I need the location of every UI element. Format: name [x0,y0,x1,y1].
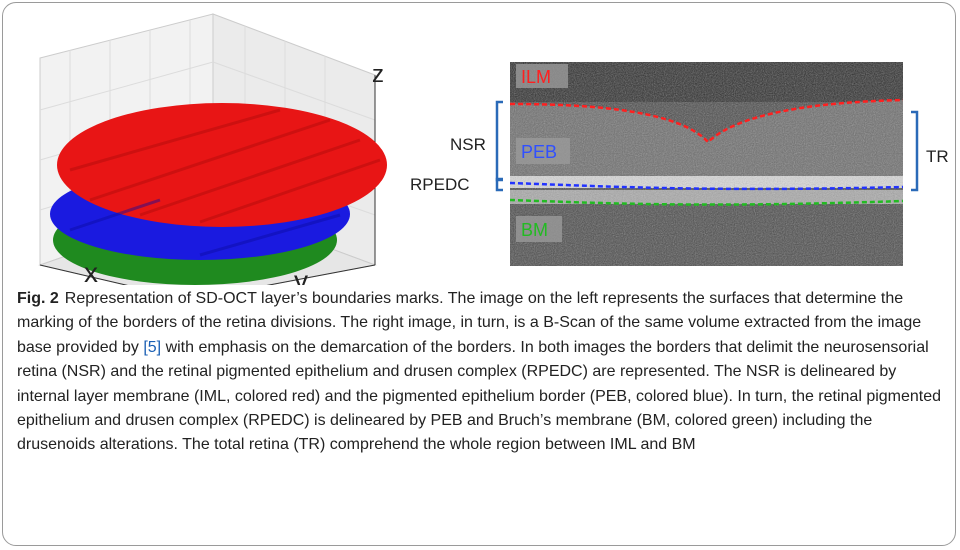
peb-label: PEB [521,142,557,162]
bm-label: BM [521,220,548,240]
rpedc-label: RPEDC [410,175,470,194]
caption: Fig. 2 Representation of SD-OCT layer’s b… [17,287,945,458]
tr-label: TR [926,147,949,166]
z-axis-label: z [372,61,384,88]
nsr-label: NSR [450,135,486,154]
caption-text: Representation of SD-OCT layer’s boundar… [17,290,922,356]
y-axis-label: y [294,265,308,285]
bscan: ILM PEB BM NSR RPEDC TR [410,62,949,266]
reference-link[interactable]: [5] [143,338,162,356]
caption-label: Fig. 2 [17,290,59,307]
x-axis-label: x [84,257,98,285]
surface-plot: z x y [38,13,387,285]
figure-graphics: z x y ILM PEB BM NSR RPEDC TR [38,13,949,285]
caption-text: with emphasis on the demarcation of the … [17,338,942,454]
ilm-label: ILM [521,67,551,87]
